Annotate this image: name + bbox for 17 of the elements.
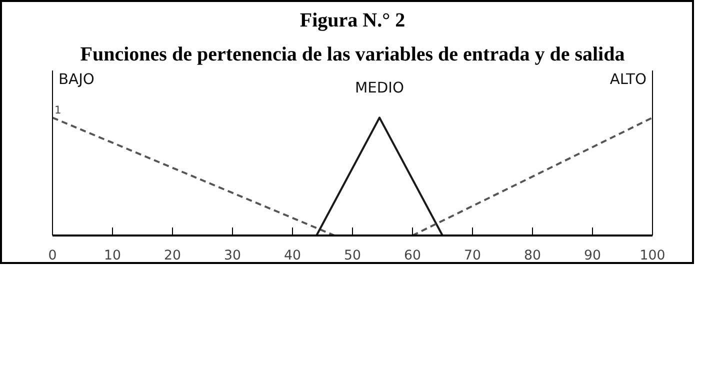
text: MEDIO bbox=[354, 79, 404, 96]
x-tick-label: 90 bbox=[584, 248, 601, 264]
x-tick-label: 70 bbox=[464, 248, 481, 264]
x-tick-label: 60 bbox=[404, 248, 421, 264]
x-tick-label: 40 bbox=[284, 248, 301, 264]
text: BAJO bbox=[58, 71, 94, 88]
x-tick-label: 50 bbox=[344, 248, 361, 264]
x-tick-label: 100 bbox=[640, 248, 666, 264]
x-tick-label: 80 bbox=[524, 248, 541, 264]
annotation: 1 bbox=[54, 104, 62, 117]
text: ALTO bbox=[610, 71, 647, 88]
chart-subtitle: Funciones de pertenencia de las variables de entrada y de salida bbox=[80, 44, 625, 66]
x-tick-label: 20 bbox=[164, 248, 181, 264]
x-tick-label: 0 bbox=[48, 248, 57, 264]
x-tick-label: 10 bbox=[104, 248, 121, 264]
chart-title: Figura N.° 2 bbox=[300, 10, 406, 32]
x-tick-label: 30 bbox=[224, 248, 241, 264]
